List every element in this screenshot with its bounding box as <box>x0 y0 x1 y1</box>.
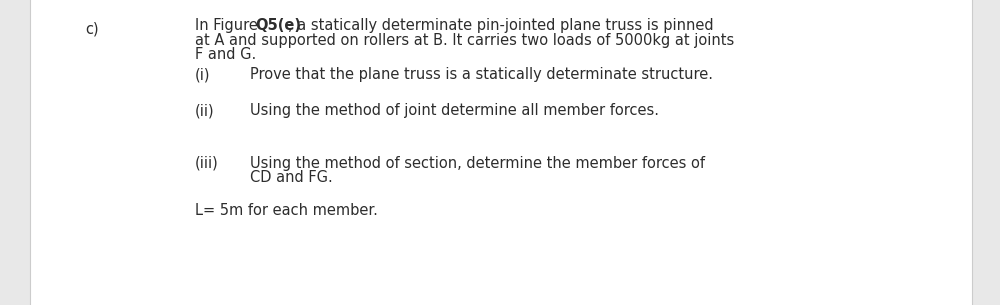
Text: (i): (i) <box>195 67 210 82</box>
Text: Using the method of joint determine all member forces.: Using the method of joint determine all … <box>250 103 659 119</box>
Text: (iii): (iii) <box>195 156 219 171</box>
Text: CD and FG.: CD and FG. <box>250 170 333 185</box>
Text: In Figure: In Figure <box>195 18 262 33</box>
Text: L= 5m for each member.: L= 5m for each member. <box>195 203 378 218</box>
Text: (ii): (ii) <box>195 103 215 119</box>
Text: Prove that the plane truss is a statically determinate structure.: Prove that the plane truss is a statical… <box>250 67 713 82</box>
Text: Using the method of section, determine the member forces of: Using the method of section, determine t… <box>250 156 705 171</box>
Text: c): c) <box>85 22 99 37</box>
Text: , a statically determinate pin-jointed plane truss is pinned: , a statically determinate pin-jointed p… <box>288 18 714 33</box>
Bar <box>972 0 1000 305</box>
Text: Q5(e): Q5(e) <box>255 18 301 33</box>
Bar <box>0 0 30 305</box>
Text: at A and supported on rollers at B. It carries two loads of 5000kg at joints: at A and supported on rollers at B. It c… <box>195 33 734 48</box>
Text: F and G.: F and G. <box>195 47 256 62</box>
